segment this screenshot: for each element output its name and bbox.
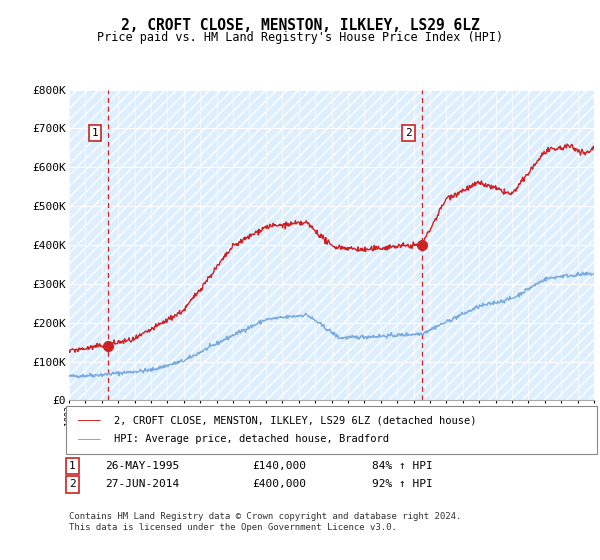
Text: HPI: Average price, detached house, Bradford: HPI: Average price, detached house, Brad… bbox=[114, 434, 389, 444]
Text: 1: 1 bbox=[69, 461, 76, 471]
Text: £400,000: £400,000 bbox=[252, 479, 306, 489]
Text: Contains HM Land Registry data © Crown copyright and database right 2024.
This d: Contains HM Land Registry data © Crown c… bbox=[69, 512, 461, 532]
Text: 92% ↑ HPI: 92% ↑ HPI bbox=[372, 479, 433, 489]
Text: 2: 2 bbox=[405, 128, 412, 138]
Text: 1: 1 bbox=[92, 128, 98, 138]
Text: Price paid vs. HM Land Registry's House Price Index (HPI): Price paid vs. HM Land Registry's House … bbox=[97, 31, 503, 44]
Text: 2: 2 bbox=[69, 479, 76, 489]
Text: ———: ——— bbox=[78, 432, 101, 446]
Text: 2, CROFT CLOSE, MENSTON, ILKLEY, LS29 6LZ (detached house): 2, CROFT CLOSE, MENSTON, ILKLEY, LS29 6L… bbox=[114, 416, 476, 426]
Text: £140,000: £140,000 bbox=[252, 461, 306, 471]
Text: 84% ↑ HPI: 84% ↑ HPI bbox=[372, 461, 433, 471]
Text: 2, CROFT CLOSE, MENSTON, ILKLEY, LS29 6LZ: 2, CROFT CLOSE, MENSTON, ILKLEY, LS29 6L… bbox=[121, 18, 479, 33]
Text: 27-JUN-2014: 27-JUN-2014 bbox=[105, 479, 179, 489]
Text: 26-MAY-1995: 26-MAY-1995 bbox=[105, 461, 179, 471]
Text: ———: ——— bbox=[78, 414, 101, 427]
